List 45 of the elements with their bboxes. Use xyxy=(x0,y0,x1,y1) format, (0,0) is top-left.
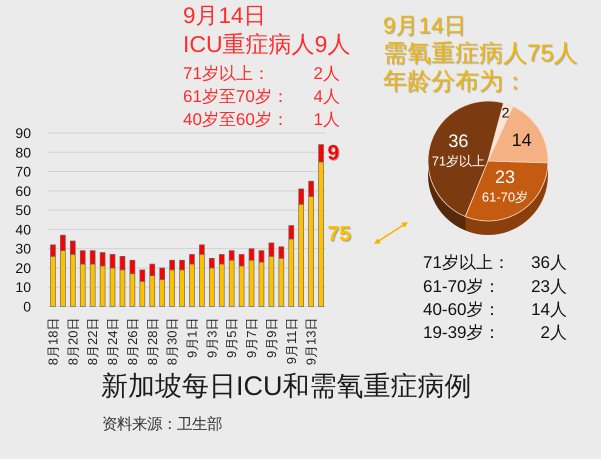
x-tick-label: 9月7日 xyxy=(244,318,260,358)
data-label: 23 xyxy=(494,167,516,188)
y-tick-label: 90 xyxy=(15,125,32,141)
data-label: 9 xyxy=(328,142,340,165)
text: 资料来源：卫生部 xyxy=(102,414,222,435)
text: 71岁以上： 2人 xyxy=(183,64,340,83)
text: 61岁至70岁： 4人 xyxy=(183,86,340,106)
x-tick-label: 8月18日 xyxy=(45,318,60,366)
y-tick-label: 50 xyxy=(15,202,32,218)
data-label: 14 xyxy=(512,130,532,150)
x-tick-label: 9月5日 xyxy=(224,318,240,358)
x-tick-label: 8月26日 xyxy=(124,318,140,366)
slice-label: 61-70岁 xyxy=(482,190,528,205)
x-tick-label: 8月22日 xyxy=(85,318,100,366)
y-tick-label: 40 xyxy=(15,221,32,238)
chart-title: 9月14日 xyxy=(383,12,467,40)
x-tick-label: 8月30日 xyxy=(164,318,180,366)
chart-subtitle: 需氧重症病人75人年龄分布为： xyxy=(383,40,579,96)
x-tick-label: 9月3日 xyxy=(204,318,220,358)
y-tick-label: 60 xyxy=(15,182,32,199)
text: 新加坡每日ICU和需氧重症病例 xyxy=(101,370,472,404)
y-tick-label: 30 xyxy=(15,240,32,257)
x-tick-label: 8月20日 xyxy=(65,318,80,366)
data-label: 36 xyxy=(448,131,468,152)
y-tick-label: 20 xyxy=(15,260,32,276)
x-tick-label: 8月24日 xyxy=(105,318,120,366)
text: 40岁至60岁： 1人 xyxy=(183,110,340,129)
y-tick-label: 10 xyxy=(15,279,32,296)
x-tick-label: 9月13日 xyxy=(304,318,319,366)
y-tick-label: 0 xyxy=(23,298,32,314)
text: 40-60岁： 14人 xyxy=(423,300,567,319)
text: 9月14日 xyxy=(183,2,267,30)
y-tick-label: 70 xyxy=(15,164,32,180)
text: 61-70岁： 23人 xyxy=(423,276,567,296)
x-tick-label: 8月28日 xyxy=(144,318,160,366)
x-tick-label: 9月1日 xyxy=(184,318,200,358)
x-tick-label: 9月11日 xyxy=(284,318,299,364)
text: 71岁以上： 36人 xyxy=(423,252,567,272)
text: 19-39岁： 2人 xyxy=(423,322,567,342)
y-tick-label: 80 xyxy=(15,144,32,160)
slice-label: 71岁以上 xyxy=(432,154,486,169)
data-label: 2 xyxy=(502,104,510,120)
x-tick-label: 9月9日 xyxy=(264,318,279,358)
text: ICU重症病人9人 xyxy=(183,30,350,60)
data-label: 75 xyxy=(328,222,352,246)
